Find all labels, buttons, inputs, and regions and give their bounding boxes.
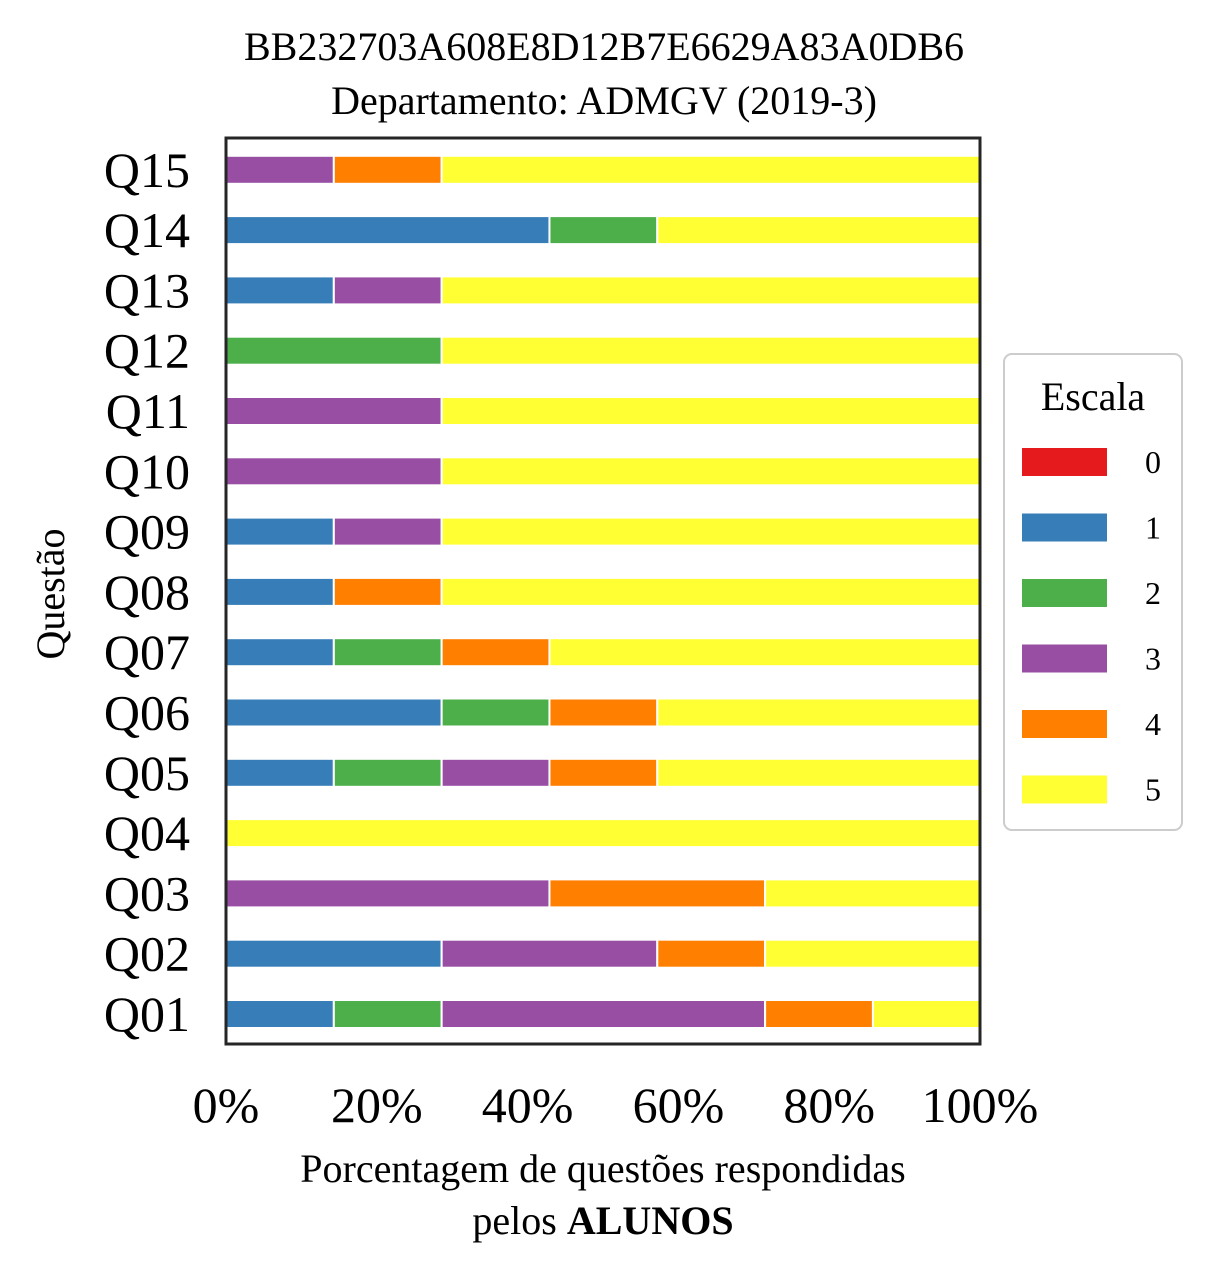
bar-Q11-escala-3 — [225, 396, 443, 426]
legend-swatch-3 — [1022, 644, 1107, 673]
y-tick-Q05: Q05 — [104, 745, 190, 801]
legend-label-1: 1 — [1145, 510, 1161, 546]
bar-Q09-escala-5 — [440, 516, 982, 547]
bar-Q01-escala-5 — [871, 999, 982, 1029]
bar-Q06-escala-2 — [440, 697, 551, 728]
legend-label-4: 4 — [1145, 706, 1161, 742]
legend-swatch-5 — [1022, 775, 1107, 804]
bar-Q05-escala-4 — [548, 757, 659, 788]
bar-Q01-escala-1 — [225, 999, 335, 1029]
x-axis-label-prefix: pelos — [472, 1198, 566, 1243]
bar-Q15-escala-4 — [332, 154, 443, 185]
y-tick-Q06: Q06 — [104, 685, 190, 741]
legend-items: 0 1 2 3 4 5 — [1022, 444, 1161, 808]
bars-group — [225, 154, 982, 1029]
bar-Q15-escala-3 — [225, 154, 335, 185]
y-tick-Q02: Q02 — [104, 926, 190, 982]
legend-label-5: 5 — [1145, 772, 1161, 808]
bar-Q15-escala-5 — [440, 154, 982, 185]
bar-Q12-escala-2 — [225, 335, 443, 366]
legend-label-0: 0 — [1145, 444, 1161, 480]
y-tick-Q04: Q04 — [104, 805, 190, 861]
bar-Q02-escala-5 — [764, 938, 981, 969]
bar-Q01-escala-4 — [764, 999, 874, 1029]
legend: Escala 0 1 2 3 4 5 — [1003, 353, 1183, 831]
bar-Q07-escala-2 — [332, 637, 443, 668]
bar-Q05-escala-2 — [332, 757, 443, 788]
bar-Q14-escala-5 — [656, 215, 982, 246]
y-tick-Q14: Q14 — [104, 202, 190, 258]
bar-Q14-escala-2 — [548, 215, 659, 246]
bar-Q13-escala-3 — [332, 275, 443, 306]
x-tick-40: 40% — [482, 1077, 574, 1133]
y-tick-Q11: Q11 — [106, 383, 190, 439]
bar-Q07-escala-1 — [225, 637, 335, 668]
bar-Q08-escala-1 — [225, 576, 335, 607]
y-tick-labels: Q01Q02Q03Q04Q05Q06Q07Q08Q09Q10Q11Q12Q13Q… — [104, 142, 190, 1042]
bar-Q07-escala-4 — [440, 637, 551, 668]
x-tick-100: 100% — [922, 1077, 1039, 1133]
x-tick-60: 60% — [633, 1077, 725, 1133]
y-tick-Q09: Q09 — [104, 504, 190, 560]
legend-label-3: 3 — [1145, 641, 1161, 677]
bar-Q05-escala-5 — [656, 757, 982, 788]
bar-Q02-escala-4 — [656, 938, 767, 969]
chart-title-line2: Departamento: ADMGV (2019-3) — [331, 78, 877, 123]
x-axis-label-line1: Porcentagem de questões respondidas — [300, 1146, 905, 1191]
legend-title: Escala — [1041, 374, 1146, 419]
bar-Q14-escala-1 — [225, 215, 551, 246]
chart-title-line1: BB232703A608E8D12B7E6629A83A0DB6 — [244, 24, 964, 69]
bar-Q09-escala-1 — [225, 516, 335, 547]
y-tick-Q10: Q10 — [104, 443, 190, 499]
y-tick-Q08: Q08 — [104, 564, 190, 620]
bar-Q04-escala-5 — [225, 818, 981, 849]
plot-frame — [224, 136, 982, 1046]
bar-Q03-escala-5 — [764, 878, 981, 909]
legend-swatch-2 — [1022, 579, 1107, 607]
bar-Q03-escala-4 — [548, 878, 767, 909]
bar-Q05-escala-3 — [440, 757, 551, 788]
y-tick-Q01: Q01 — [104, 986, 190, 1042]
bar-Q08-escala-4 — [332, 576, 443, 607]
bar-Q10-escala-3 — [225, 456, 443, 487]
bar-Q10-escala-5 — [440, 456, 982, 487]
bar-Q13-escala-1 — [225, 275, 335, 306]
bar-Q06-escala-4 — [548, 697, 659, 728]
y-tick-Q07: Q07 — [104, 624, 190, 680]
y-tick-Q15: Q15 — [104, 142, 190, 198]
bar-Q01-escala-3 — [440, 999, 767, 1029]
y-tick-Q03: Q03 — [104, 865, 190, 921]
x-tick-labels: 0% 20% 40% 60% 80% 100% — [193, 1077, 1039, 1133]
bar-Q06-escala-1 — [225, 697, 443, 728]
legend-swatch-4 — [1022, 710, 1107, 738]
bar-Q05-escala-1 — [225, 757, 335, 788]
bar-Q03-escala-3 — [225, 878, 551, 909]
x-tick-80: 80% — [783, 1077, 875, 1133]
bar-Q11-escala-5 — [440, 396, 982, 426]
bar-Q02-escala-1 — [225, 938, 443, 969]
bar-Q09-escala-3 — [332, 516, 443, 547]
bar-Q07-escala-5 — [548, 637, 981, 668]
x-axis-label-bold: ALUNOS — [567, 1198, 734, 1243]
bar-Q13-escala-5 — [440, 275, 982, 306]
legend-swatch-1 — [1022, 513, 1107, 542]
x-tick-0: 0% — [193, 1077, 260, 1133]
legend-label-2: 2 — [1145, 575, 1161, 611]
bar-Q08-escala-5 — [440, 576, 982, 607]
x-axis-label-line2: pelos ALUNOS — [472, 1198, 733, 1243]
bar-Q06-escala-5 — [656, 697, 982, 728]
legend-swatch-0 — [1022, 448, 1107, 476]
x-tick-20: 20% — [331, 1077, 423, 1133]
y-tick-Q12: Q12 — [104, 323, 190, 379]
bar-Q01-escala-2 — [332, 999, 443, 1029]
y-axis-label: Questão — [28, 528, 73, 659]
bar-Q02-escala-3 — [440, 938, 659, 969]
y-tick-Q13: Q13 — [104, 262, 190, 318]
bar-Q12-escala-5 — [440, 335, 982, 366]
